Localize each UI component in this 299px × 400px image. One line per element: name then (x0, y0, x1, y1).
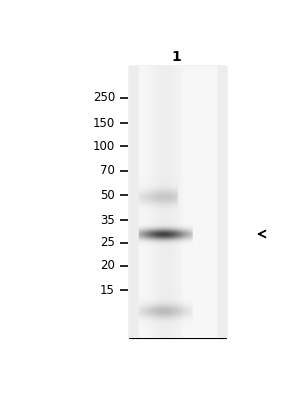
Bar (129, 66, 226, 338)
Text: 150: 150 (93, 117, 115, 130)
Text: 20: 20 (100, 259, 115, 272)
Text: 15: 15 (100, 284, 115, 296)
Text: 25: 25 (100, 236, 115, 249)
Text: 1: 1 (172, 50, 181, 64)
Text: 100: 100 (93, 140, 115, 153)
Text: 35: 35 (100, 214, 115, 227)
Text: 50: 50 (100, 189, 115, 202)
Text: 70: 70 (100, 164, 115, 177)
Text: 250: 250 (93, 91, 115, 104)
